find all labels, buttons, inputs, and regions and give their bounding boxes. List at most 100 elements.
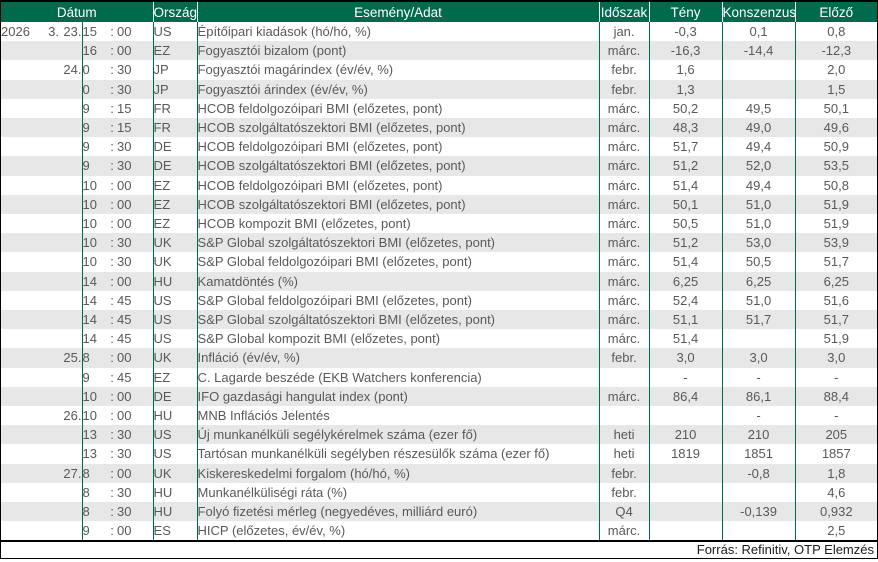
country-code-cell: US bbox=[153, 425, 198, 445]
country-code-cell: UK bbox=[153, 463, 198, 483]
time-hour-cell: 16 bbox=[82, 41, 107, 61]
time-separator: : bbox=[110, 446, 114, 462]
event-name-cell: HCOB szolgáltatószektori BMI (előzetes, … bbox=[197, 194, 600, 215]
time-hour-cell: 0 bbox=[82, 62, 90, 78]
time-separator: : bbox=[110, 292, 114, 308]
country-code-cell: ES bbox=[153, 521, 198, 541]
actual-value-cell: 51,4 bbox=[649, 252, 723, 272]
date-year-cell bbox=[1, 386, 39, 407]
date-day-cell: 23. bbox=[59, 22, 83, 42]
period-cell: márc. bbox=[599, 521, 650, 541]
date-day-cell bbox=[59, 329, 83, 349]
consensus-value-cell: 210 bbox=[722, 425, 796, 445]
consensus-value-cell: -0,8 bbox=[722, 463, 796, 483]
date-day-cell bbox=[59, 233, 83, 253]
table-row: 27. 8:00 UK Kiskereskedelmi forgalom (hó/hó… bbox=[1, 463, 878, 483]
consensus-value-cell bbox=[722, 79, 796, 99]
date-day-cell bbox=[59, 98, 83, 119]
consensus-value-cell: -0,139 bbox=[722, 502, 796, 522]
time-hour-cell: 13 bbox=[82, 446, 97, 462]
table-row: 10:00 EZ HCOB feldolgozóipari BMI (előzete… bbox=[1, 175, 877, 195]
previous-value-cell: 53,5 bbox=[795, 156, 878, 176]
time-separator: : bbox=[107, 233, 117, 253]
actual-value-cell bbox=[649, 502, 723, 522]
date-year-cell bbox=[1, 310, 39, 330]
table-row: 14:45 US S&P Global szolgáltatószektori BM… bbox=[1, 310, 878, 330]
time-hour-cell: 14 bbox=[82, 310, 107, 330]
time-hour-cell: 10 bbox=[82, 233, 107, 253]
date-month-cell bbox=[39, 329, 59, 348]
table-row: 9:30 DE HCOB feldolgozóipari BMI (előzetes… bbox=[1, 137, 877, 157]
time-separator: : bbox=[107, 118, 117, 138]
consensus-value-cell: 51,0 bbox=[722, 194, 796, 215]
time-separator: : bbox=[110, 100, 114, 116]
table-row: 10:30 UK S&P Global szolgáltatószektori BM… bbox=[1, 233, 878, 253]
time-minute-cell: 00 bbox=[117, 175, 154, 195]
consensus-value-cell: 51,0 bbox=[722, 290, 796, 311]
table-row: 26. 10:00 HU MNB Inflációs Jelentés - - bbox=[1, 406, 877, 426]
actual-value-cell: - bbox=[649, 367, 723, 387]
event-name-cell: MNB Inflációs Jelentés bbox=[197, 406, 600, 426]
time-separator: : bbox=[110, 369, 114, 385]
period-cell: márc. bbox=[599, 290, 650, 311]
table-row: 14:00 HU Kamatdöntés (%) márc. 6,25 6,25 6,25 bbox=[1, 271, 878, 291]
period-cell: febr. bbox=[599, 463, 650, 483]
consensus-value-cell: 51,0 bbox=[722, 214, 796, 234]
date-month-cell bbox=[39, 156, 59, 176]
previous-value-cell: 4,6 bbox=[827, 484, 846, 500]
actual-value-cell: 1,3 bbox=[649, 79, 723, 99]
date-month-cell bbox=[39, 118, 59, 138]
period-cell: márc. bbox=[599, 194, 650, 215]
time-minute-cell: 00 bbox=[117, 406, 154, 426]
date-month-cell bbox=[39, 521, 59, 540]
time-hour-cell: 14 bbox=[82, 331, 97, 347]
event-name-cell: S&P Global feldolgozóipari BMI (előzetes… bbox=[197, 252, 600, 272]
period-cell: Q4 bbox=[599, 502, 650, 522]
previous-value-cell: 1857 bbox=[821, 446, 851, 462]
date-month-cell bbox=[39, 194, 59, 215]
time-hour-cell: 8 bbox=[82, 348, 107, 368]
period-cell: márc. bbox=[599, 41, 650, 61]
actual-value-cell: 51,7 bbox=[649, 137, 723, 157]
consensus-value-cell: 49,4 bbox=[722, 137, 796, 157]
period-cell: heti bbox=[599, 444, 650, 464]
date-month-cell bbox=[39, 137, 59, 156]
time-minute-cell: 00 bbox=[117, 194, 154, 215]
date-day-cell bbox=[59, 425, 83, 445]
previous-value-cell: 88,4 bbox=[795, 386, 878, 407]
period-cell: márc. bbox=[599, 329, 650, 349]
previous-value-cell: 51,7 bbox=[795, 310, 878, 330]
period-cell: márc. bbox=[599, 98, 650, 119]
time-separator: : bbox=[107, 79, 117, 99]
date-month-cell bbox=[39, 99, 59, 118]
country-code-cell: UK bbox=[153, 348, 198, 368]
time-hour-cell: 9 bbox=[82, 156, 107, 176]
event-name-cell: HCOB feldolgozóipari BMI (előzetes, pont… bbox=[197, 137, 600, 157]
previous-value-cell: -12,3 bbox=[795, 41, 878, 61]
actual-value-cell: -0,3 bbox=[649, 22, 723, 42]
consensus-value-cell: 6,25 bbox=[722, 271, 796, 291]
country-code-cell: EZ bbox=[153, 194, 198, 215]
country-code-cell: US bbox=[153, 444, 198, 464]
time-separator: : bbox=[107, 271, 117, 291]
previous-value-cell: 0,932 bbox=[795, 502, 878, 522]
time-hour-cell: 15 bbox=[82, 24, 97, 39]
table-row: 14:45 US S&P Global kompozit BMI (előzetes… bbox=[1, 329, 877, 349]
event-name-cell: HICP (előzetes, év/év, %) bbox=[197, 521, 600, 541]
previous-value-cell: 0,8 bbox=[827, 24, 846, 39]
time-minute-cell: 45 bbox=[117, 310, 154, 330]
actual-value-cell: 51,2 bbox=[649, 233, 723, 253]
date-day-cell bbox=[59, 156, 83, 176]
date-year-cell bbox=[1, 79, 39, 99]
date-day-cell bbox=[59, 137, 83, 157]
date-day-cell bbox=[59, 271, 83, 291]
date-year-cell bbox=[1, 137, 39, 156]
previous-value-cell: 53,9 bbox=[795, 233, 878, 253]
time-separator: : bbox=[107, 463, 117, 483]
country-code-cell: JP bbox=[153, 60, 198, 80]
date-year-cell bbox=[1, 194, 39, 215]
actual-value-cell: 51,4 bbox=[649, 175, 723, 195]
consensus-value-cell bbox=[722, 329, 796, 349]
period-cell: heti bbox=[599, 425, 650, 445]
date-year-cell bbox=[1, 502, 39, 522]
